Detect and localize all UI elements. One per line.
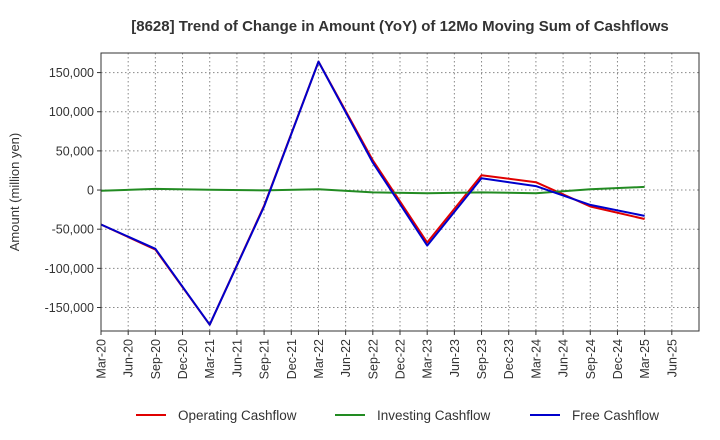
x-tick-label: Mar-20: [95, 339, 109, 379]
x-tick-label: Mar-24: [529, 339, 543, 379]
x-tick-label: Mar-22: [312, 339, 326, 379]
x-tick-label: Dec-21: [285, 339, 299, 379]
x-tick-label: Mar-21: [203, 339, 217, 379]
series-lines: [100, 60, 645, 326]
x-tick-label: Sep-22: [366, 339, 380, 379]
x-tick-label: Jun-21: [230, 339, 244, 377]
x-tick-label: Jun-22: [339, 339, 353, 377]
x-tick-label: Dec-24: [611, 339, 625, 379]
x-tick-label: Sep-24: [584, 339, 598, 379]
series-line-free-cashflow: [100, 60, 645, 326]
y-tick-label: 0: [87, 184, 94, 198]
chart-title: [8628] Trend of Change in Amount (YoY) o…: [131, 18, 669, 35]
x-tick-label: Sep-21: [258, 339, 272, 379]
x-tick-label: Jun-24: [557, 339, 571, 377]
y-tick-label: -50,000: [52, 223, 94, 237]
y-axis-ticks: 150,000 100,000 50,000 0 -50,000 -100,000 -150…: [45, 66, 101, 315]
x-axis-ticks: Mar-20 Jun-20 Sep-20 Dec-20 Mar-21 Jun-21 Sep-…: [95, 331, 679, 379]
y-axis-label: Amount (million yen): [7, 133, 22, 252]
legend-label: Operating Cashflow: [178, 408, 297, 423]
x-tick-label: Sep-20: [149, 339, 163, 379]
y-tick-label: 50,000: [56, 144, 94, 158]
y-tick-label: 150,000: [49, 66, 94, 80]
x-tick-label: Dec-22: [394, 339, 408, 379]
x-tick-label: Jun-23: [448, 339, 462, 377]
x-tick-label: Jun-25: [665, 339, 679, 377]
x-tick-label: Dec-20: [176, 339, 190, 379]
x-tick-label: Mar-23: [421, 339, 435, 379]
y-tick-label: -150,000: [45, 301, 94, 315]
x-tick-label: Dec-23: [502, 339, 516, 379]
y-tick-label: 100,000: [49, 105, 94, 119]
x-tick-label: Sep-23: [475, 339, 489, 379]
x-tick-label: Jun-20: [122, 339, 136, 377]
x-tick-label: Mar-25: [638, 339, 652, 379]
y-tick-label: -100,000: [45, 262, 94, 276]
legend-label: Investing Cashflow: [377, 408, 491, 423]
legend-label: Free Cashflow: [572, 408, 659, 423]
legend: Operating Cashflow Investing Cashflow Free…: [136, 408, 659, 423]
